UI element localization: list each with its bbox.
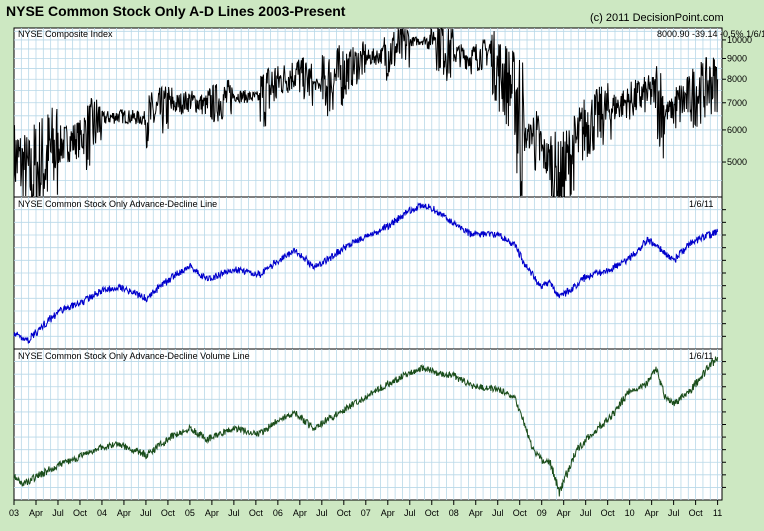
copyright-label: (c) 2011 DecisionPoint.com xyxy=(590,12,724,24)
chart-title: NYSE Common Stock Only A-D Lines 2003-Pr… xyxy=(6,3,346,19)
x-tick-label: Oct xyxy=(337,508,352,518)
x-tick-label: Oct xyxy=(249,508,264,518)
y-tick-label: 7000 xyxy=(727,98,747,108)
x-tick-label: Oct xyxy=(513,508,528,518)
x-tick-label: Jul xyxy=(52,508,64,518)
x-tick-label: 06 xyxy=(273,508,283,518)
x-tick-label: Apr xyxy=(205,508,219,518)
x-tick-label: Jul xyxy=(580,508,592,518)
x-axis: 03 Apr Jul Oct 04 Apr Jul Oct 05 Apr Jul Oct 06 Apr Ju… xyxy=(9,500,722,518)
series-line xyxy=(13,27,719,197)
x-tick-label: Oct xyxy=(161,508,176,518)
x-tick-label: Apr xyxy=(117,508,131,518)
panel-ad-volume-readout: 1/6/11 xyxy=(689,351,713,361)
x-tick-label: 10 xyxy=(625,508,635,518)
x-tick-label: Jul xyxy=(404,508,416,518)
x-tick-label: Jul xyxy=(228,508,240,518)
x-tick-label: Apr xyxy=(469,508,483,518)
y-tick-label: 10000 xyxy=(727,35,752,45)
x-tick-label: Apr xyxy=(381,508,395,518)
x-tick-label: Oct xyxy=(425,508,440,518)
y-tick-label: 5000 xyxy=(727,157,747,167)
x-tick-label: Oct xyxy=(601,508,616,518)
x-tick-label: Apr xyxy=(293,508,307,518)
x-tick-label: 08 xyxy=(449,508,459,518)
x-tick-label: Oct xyxy=(689,508,704,518)
panel-ad-line xyxy=(13,196,726,350)
x-tick-label: 11 xyxy=(713,508,722,518)
x-tick-label: Apr xyxy=(645,508,659,518)
y-tick-label: 9000 xyxy=(727,53,747,63)
x-tick-label: 09 xyxy=(537,508,547,518)
x-tick-label: Oct xyxy=(73,508,88,518)
x-tick-label: 05 xyxy=(185,508,195,518)
panel-ad-line-title: NYSE Common Stock Only Advance-Decline L… xyxy=(18,199,217,209)
x-tick-label: 03 xyxy=(9,508,19,518)
panel-ad-volume-title: NYSE Common Stock Only Advance-Decline V… xyxy=(18,351,250,361)
y-tick-label: 6000 xyxy=(727,125,747,135)
panel-composite-index: 10000 9000 8000 7000 6000 5000 xyxy=(13,27,752,198)
x-tick-label: Jul xyxy=(492,508,504,518)
x-tick-label: Jul xyxy=(140,508,152,518)
x-tick-label: 07 xyxy=(361,508,371,518)
y-tick-label: 8000 xyxy=(727,74,747,84)
x-tick-label: Apr xyxy=(29,508,43,518)
panel-ad-line-readout: 1/6/11 xyxy=(689,199,713,209)
x-tick-label: Jul xyxy=(668,508,680,518)
x-tick-label: Jul xyxy=(316,508,328,518)
series-line xyxy=(13,356,719,497)
x-tick-label: Apr xyxy=(557,508,571,518)
x-tick-label: 04 xyxy=(97,508,107,518)
panel-composite-title: NYSE Composite Index xyxy=(18,29,113,39)
panel-ad-volume-line xyxy=(13,348,726,501)
panel-composite-readout: 8000.90 -39.14 -0.5% 1/6/11 xyxy=(657,29,764,39)
series-line xyxy=(13,202,719,344)
